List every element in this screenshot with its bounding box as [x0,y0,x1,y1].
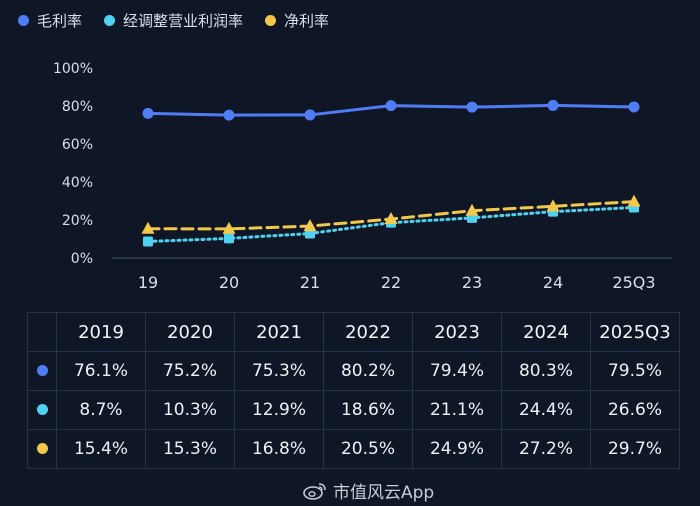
table-cell: 10.3% [145,390,235,430]
legend-item-net-margin: 净利率 [265,10,329,31]
watermark-text: 市值风云App [333,483,435,503]
table-cell: 76.1% [56,351,146,391]
y-tick-label: 60% [62,137,93,153]
data-point [385,100,397,112]
weibo-icon [303,482,326,500]
x-tick-label: 20 [219,273,239,292]
table-row: 8.7% 10.3% 12.9% 18.6% 21.1% 24.4% 26.6% [27,390,680,430]
data-point [224,233,234,244]
table-cell: 75.3% [234,351,324,391]
x-tick-label: 19 [138,273,158,292]
table-cell: 8.7% [56,390,146,430]
table-cell: 18.6% [323,390,413,430]
table-cell: 79.5% [590,351,680,391]
table-cell: 16.8% [234,429,324,469]
data-point [222,221,236,234]
table-cell: 12.9% [234,390,324,430]
x-tick-label: 23 [462,273,482,292]
x-tick-label: 24 [543,273,563,292]
legend-item-gross-margin: 毛利率 [18,10,82,31]
y-tick-label: 100% [53,61,93,77]
table-header-cell: 2020 [145,312,235,352]
data-point [142,107,154,119]
legend-adjusted-op-margin-label: 经调整营业利润率 [123,12,244,30]
table-cell: 79.4% [412,351,502,391]
data-point [547,99,559,111]
legend-net-margin-label: 净利率 [284,12,330,30]
adjusted-op-margin-row-marker [36,404,48,415]
legend-item-adjusted-op-margin: 经调整营业利润率 [104,10,243,31]
table-header-cell: 2023 [412,312,502,352]
x-tick-label: 25Q3 [612,273,655,292]
table-cell: 27.2% [501,429,591,469]
table-header-cell: 2025Q3 [590,312,680,352]
table-header-cell: 2022 [323,312,413,352]
legend: 毛利率 经调整营业利润率 净利率 [18,10,329,31]
table-header-cell: 2019 [56,312,146,352]
net-margin-row-marker [36,443,48,454]
data-point [466,101,478,113]
table-cell: 75.2% [145,351,235,391]
y-tick-label: 20% [62,213,93,229]
table-header-cell: 2021 [234,312,324,352]
legend-gross-margin-label: 毛利率 [37,12,83,30]
table-cell: 29.7% [590,429,680,469]
data-point [546,199,560,212]
table-row-marker-cell [27,390,57,430]
legend-net-margin-marker [265,15,277,26]
y-tick-label: 0% [71,251,93,267]
table-cell: 80.3% [501,351,591,391]
legend-adjusted-op-margin-marker [104,15,116,26]
data-point [304,109,316,121]
data-table: 2019 2020 2021 2022 2023 2024 2025Q3 76.… [27,312,680,469]
table-cell: 80.2% [323,351,413,391]
table-cell: 24.9% [412,429,502,469]
legend-gross-margin-marker [18,15,29,26]
table-row-marker-cell [27,351,57,391]
data-point [628,101,640,113]
gross-margin-row-marker [36,365,48,376]
data-point [303,219,317,232]
data-point [465,203,479,216]
x-tick-label: 22 [381,273,401,292]
data-point [223,109,235,121]
table-cell: 15.4% [56,429,146,469]
data-point [141,221,155,234]
table-corner-cell [27,312,57,352]
watermark: 市值风云App [303,478,434,503]
table-header-cell: 2024 [501,312,591,352]
table-cell: 15.3% [145,429,235,469]
table-row: 76.1% 75.2% 75.3% 80.2% 79.4% 80.3% 79.5… [27,351,680,391]
x-tick-label: 21 [300,273,320,292]
table-row-marker-cell [27,429,57,469]
data-point [627,194,641,207]
table-row: 15.4% 15.3% 16.8% 20.5% 24.9% 27.2% 29.7… [27,429,680,469]
data-point [143,236,153,247]
y-tick-label: 40% [62,175,93,191]
table-cell: 26.6% [590,390,680,430]
line-chart: 0% 20% 40% 60% 80% 100% 19 20 21 22 23 24 25Q3 [53,61,672,292]
table-cell: 21.1% [412,390,502,430]
table-cell: 20.5% [323,429,413,469]
table-header-row: 2019 2020 2021 2022 2023 2024 2025Q3 [27,312,680,352]
y-tick-label: 80% [62,99,93,115]
data-point [384,212,398,225]
table-cell: 24.4% [501,390,591,430]
